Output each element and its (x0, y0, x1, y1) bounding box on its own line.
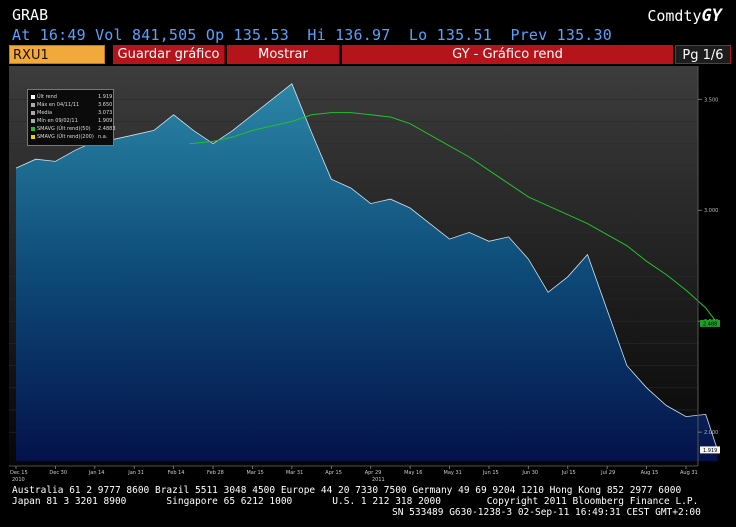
quote-line: At 16:49 Vol 841,505 Op 135.53 Hi 136.97… (12, 26, 612, 44)
x-tick-label: Jan 31 (127, 470, 144, 476)
x-tick-label: Mar 15 (246, 470, 263, 476)
x-tick-label: May 16 (404, 470, 422, 476)
last-value-tag (700, 446, 720, 454)
x-tick-label: Aug 15 (641, 470, 659, 476)
x-tick-label: Feb 14 (168, 470, 185, 476)
x-tick-label: Feb 28 (207, 470, 224, 476)
footer-serial: SN 533489 G630-1238-3 02-Sep-11 16:49:31… (392, 507, 701, 518)
yield-line (15, 83, 718, 451)
x-tick-label: Jul 29 (600, 470, 615, 476)
x-tick-label: Dec 30 (49, 470, 67, 476)
chart-title-tab[interactable]: GY - Gráfico rend (342, 45, 673, 64)
footer-contacts-2: Japan 81 3 3201 8900 Singapore 65 6212 1… (12, 496, 699, 507)
legend-label: Últ rend (37, 94, 57, 100)
last-value-text: 1.919 (703, 448, 717, 454)
legend-value: 1.919 (98, 94, 113, 100)
legend-row: Máx en 04/11/11 3.650 (31, 102, 112, 108)
brand-label: ComdtyGY (647, 6, 722, 26)
legend-label: SMAVG (Últ rend)(50) (37, 126, 91, 132)
brand-suffix: GY (701, 6, 722, 26)
y-tick-label: 3.000 (704, 208, 718, 214)
legend-label: Máx en 04/11/11 (37, 102, 80, 108)
x-tick-label: May 31 (444, 470, 462, 476)
up-marker-icon (31, 102, 35, 107)
page-indicator[interactable]: Pg 1/6 (675, 45, 731, 64)
legend-value: 2.4883 (98, 126, 116, 132)
y-tick-label: 3.500 (704, 97, 718, 103)
legend-row: Media 3.073 (31, 110, 112, 116)
x-tick-label: Apr 29 (365, 470, 382, 476)
down-marker-icon (31, 118, 35, 123)
x-tick-label: Jun 30 (521, 470, 538, 476)
legend-row: SMAVG (Últ rend)(200) n.a. (31, 134, 107, 140)
ticker-title: GRAB (12, 6, 49, 24)
x-tick-label: Mar 31 (286, 470, 303, 476)
white-square-icon (31, 94, 35, 99)
ticker-field[interactable]: RXU1 COMDTY (9, 45, 105, 82)
legend-value: 1.909 (98, 118, 113, 124)
legend-value: 3.073 (98, 110, 113, 116)
value-tags: 1.919 2.488 (700, 319, 720, 454)
x-tick-label: Jan 14 (88, 470, 105, 476)
chart-legend[interactable]: Últ rend 1.919 Máx en 04/11/11 3.650 Media 3.… (27, 89, 116, 146)
sma-value-tag (700, 319, 720, 327)
green-square-icon (31, 126, 35, 131)
legend-label: SMAVG (Últ rend)(200) (37, 134, 94, 140)
toolbar: RXU1 COMDTY Guardar gráfico Mostrar GY -… (0, 45, 736, 82)
sma50-line (189, 112, 718, 324)
save-chart-button[interactable]: Guardar gráfico (113, 45, 225, 64)
y-tick-label: 2.000 (704, 430, 718, 436)
legend-label: Media (37, 110, 53, 116)
x-tick-label: Dec 15 (10, 470, 28, 476)
x-tick-label: Jul 15 (561, 470, 576, 476)
x-tick-label: Jun 15 (482, 470, 499, 476)
brand-prefix: Comdty (647, 7, 702, 25)
show-button[interactable]: Mostrar (227, 45, 340, 64)
legend-row: Mín en 09/02/11 1.909 (31, 118, 112, 124)
x-axis-ticks: Dec 15 Dec 30 Jan 14 Jan 31 Feb 14 Feb 28 Mar … (9, 465, 698, 483)
legend-label: Mín en 09/02/11 (37, 118, 78, 124)
legend-value: 3.650 (98, 102, 113, 108)
legend-row: Últ rend 1.919 (31, 94, 112, 100)
legend-value: n.a. (98, 134, 108, 140)
x-tick-label: Aug 31 (680, 470, 698, 476)
year-label-2011: 2011 (372, 477, 385, 483)
yellow-square-icon (31, 134, 35, 139)
x-tick-label: Apr 15 (325, 470, 342, 476)
sma-value-text: 2.488 (703, 321, 717, 327)
footer-contacts-1: Australia 61 2 9777 8600 Brazil 5511 304… (12, 485, 682, 496)
yield-area (16, 83, 718, 462)
legend-row: SMAVG (Últ rend)(50) 2.4883 (31, 126, 116, 132)
plus-marker-icon (31, 110, 35, 115)
year-label-2010: 2010 (12, 477, 25, 483)
